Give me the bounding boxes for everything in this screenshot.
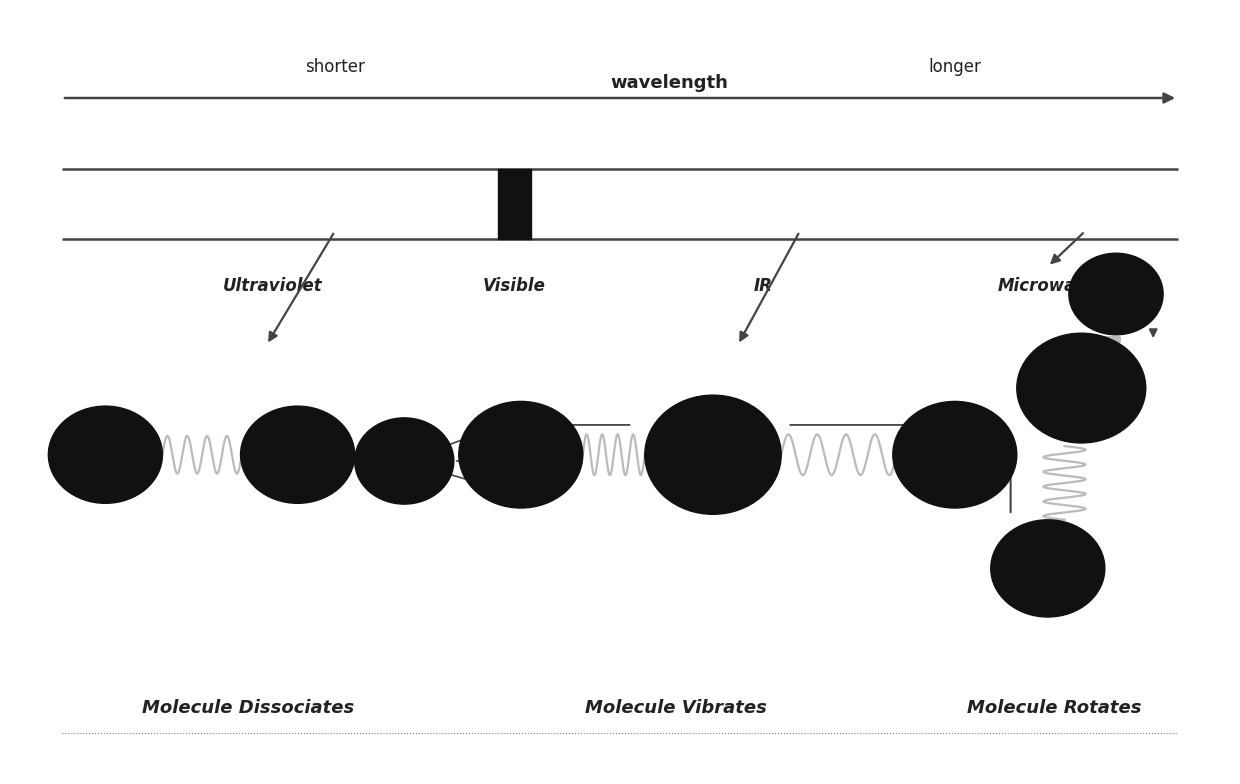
Text: wavelength: wavelength bbox=[610, 74, 729, 92]
Ellipse shape bbox=[48, 406, 162, 503]
Text: Microwave: Microwave bbox=[997, 278, 1099, 295]
Ellipse shape bbox=[1069, 253, 1163, 335]
Text: Ultraviolet: Ultraviolet bbox=[223, 278, 322, 295]
Text: longer: longer bbox=[929, 58, 981, 76]
Ellipse shape bbox=[355, 418, 454, 504]
Text: Molecule Dissociates: Molecule Dissociates bbox=[141, 699, 355, 717]
Ellipse shape bbox=[241, 406, 355, 503]
Ellipse shape bbox=[991, 520, 1105, 617]
Ellipse shape bbox=[1017, 333, 1146, 443]
Text: Molecule Rotates: Molecule Rotates bbox=[967, 699, 1141, 717]
Text: shorter: shorter bbox=[305, 58, 365, 76]
Ellipse shape bbox=[645, 395, 781, 514]
Ellipse shape bbox=[459, 401, 583, 508]
Text: IR: IR bbox=[753, 278, 773, 295]
Ellipse shape bbox=[893, 401, 1017, 508]
Text: Molecule Vibrates: Molecule Vibrates bbox=[585, 699, 766, 717]
Text: Visible: Visible bbox=[484, 278, 546, 295]
